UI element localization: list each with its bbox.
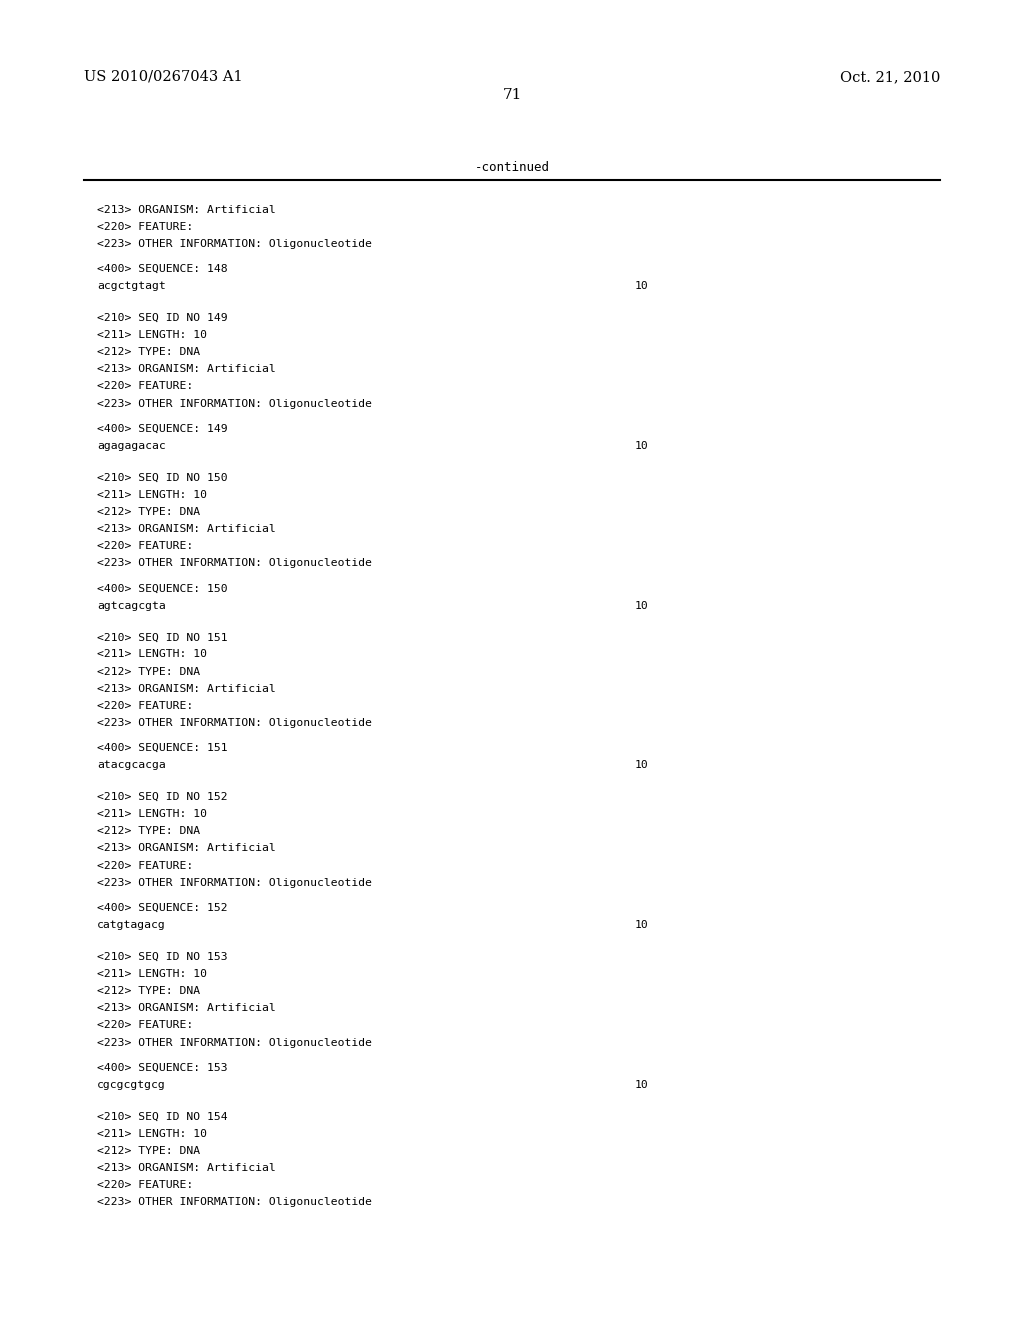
Text: <212> TYPE: DNA: <212> TYPE: DNA [97,667,201,677]
Text: <213> ORGANISM: Artificial: <213> ORGANISM: Artificial [97,684,276,694]
Text: <211> LENGTH: 10: <211> LENGTH: 10 [97,490,207,500]
Text: 10: 10 [635,281,648,292]
Text: <211> LENGTH: 10: <211> LENGTH: 10 [97,649,207,660]
Text: <211> LENGTH: 10: <211> LENGTH: 10 [97,1129,207,1139]
Text: <213> ORGANISM: Artificial: <213> ORGANISM: Artificial [97,205,276,215]
Text: <400> SEQUENCE: 149: <400> SEQUENCE: 149 [97,424,228,434]
Text: 10: 10 [635,441,648,451]
Text: <212> TYPE: DNA: <212> TYPE: DNA [97,986,201,997]
Text: agtcagcgta: agtcagcgta [97,601,166,611]
Text: 10: 10 [635,760,648,771]
Text: <210> SEQ ID NO 151: <210> SEQ ID NO 151 [97,632,228,643]
Text: <210> SEQ ID NO 149: <210> SEQ ID NO 149 [97,313,228,323]
Text: <213> ORGANISM: Artificial: <213> ORGANISM: Artificial [97,843,276,854]
Text: <220> FEATURE:: <220> FEATURE: [97,381,194,392]
Text: <220> FEATURE:: <220> FEATURE: [97,861,194,871]
Text: <212> TYPE: DNA: <212> TYPE: DNA [97,347,201,358]
Text: acgctgtagt: acgctgtagt [97,281,166,292]
Text: <223> OTHER INFORMATION: Oligonucleotide: <223> OTHER INFORMATION: Oligonucleotide [97,878,373,888]
Text: catgtagacg: catgtagacg [97,920,166,931]
Text: <400> SEQUENCE: 150: <400> SEQUENCE: 150 [97,583,228,594]
Text: <212> TYPE: DNA: <212> TYPE: DNA [97,507,201,517]
Text: <220> FEATURE:: <220> FEATURE: [97,1020,194,1031]
Text: <223> OTHER INFORMATION: Oligonucleotide: <223> OTHER INFORMATION: Oligonucleotide [97,239,373,249]
Text: 10: 10 [635,601,648,611]
Text: <211> LENGTH: 10: <211> LENGTH: 10 [97,969,207,979]
Text: <400> SEQUENCE: 153: <400> SEQUENCE: 153 [97,1063,228,1073]
Text: <210> SEQ ID NO 153: <210> SEQ ID NO 153 [97,952,228,962]
Text: 10: 10 [635,920,648,931]
Text: 71: 71 [503,88,521,103]
Text: <210> SEQ ID NO 154: <210> SEQ ID NO 154 [97,1111,228,1122]
Text: <210> SEQ ID NO 152: <210> SEQ ID NO 152 [97,792,228,803]
Text: <220> FEATURE:: <220> FEATURE: [97,222,194,232]
Text: <213> ORGANISM: Artificial: <213> ORGANISM: Artificial [97,1003,276,1014]
Text: agagagacac: agagagacac [97,441,166,451]
Text: <223> OTHER INFORMATION: Oligonucleotide: <223> OTHER INFORMATION: Oligonucleotide [97,558,373,569]
Text: <211> LENGTH: 10: <211> LENGTH: 10 [97,809,207,820]
Text: <223> OTHER INFORMATION: Oligonucleotide: <223> OTHER INFORMATION: Oligonucleotide [97,399,373,409]
Text: 10: 10 [635,1080,648,1090]
Text: Oct. 21, 2010: Oct. 21, 2010 [840,70,940,84]
Text: atacgcacga: atacgcacga [97,760,166,771]
Text: <212> TYPE: DNA: <212> TYPE: DNA [97,826,201,837]
Text: <400> SEQUENCE: 148: <400> SEQUENCE: 148 [97,264,228,275]
Text: <212> TYPE: DNA: <212> TYPE: DNA [97,1146,201,1156]
Text: <400> SEQUENCE: 152: <400> SEQUENCE: 152 [97,903,228,913]
Text: <213> ORGANISM: Artificial: <213> ORGANISM: Artificial [97,1163,276,1173]
Text: <213> ORGANISM: Artificial: <213> ORGANISM: Artificial [97,364,276,375]
Text: <210> SEQ ID NO 150: <210> SEQ ID NO 150 [97,473,228,483]
Text: <400> SEQUENCE: 151: <400> SEQUENCE: 151 [97,743,228,754]
Text: -continued: -continued [474,161,550,174]
Text: <213> ORGANISM: Artificial: <213> ORGANISM: Artificial [97,524,276,535]
Text: <220> FEATURE:: <220> FEATURE: [97,541,194,552]
Text: <220> FEATURE:: <220> FEATURE: [97,701,194,711]
Text: <223> OTHER INFORMATION: Oligonucleotide: <223> OTHER INFORMATION: Oligonucleotide [97,1197,373,1208]
Text: <211> LENGTH: 10: <211> LENGTH: 10 [97,330,207,341]
Text: <223> OTHER INFORMATION: Oligonucleotide: <223> OTHER INFORMATION: Oligonucleotide [97,1038,373,1048]
Text: <220> FEATURE:: <220> FEATURE: [97,1180,194,1191]
Text: US 2010/0267043 A1: US 2010/0267043 A1 [84,70,243,84]
Text: <223> OTHER INFORMATION: Oligonucleotide: <223> OTHER INFORMATION: Oligonucleotide [97,718,373,729]
Text: cgcgcgtgcg: cgcgcgtgcg [97,1080,166,1090]
